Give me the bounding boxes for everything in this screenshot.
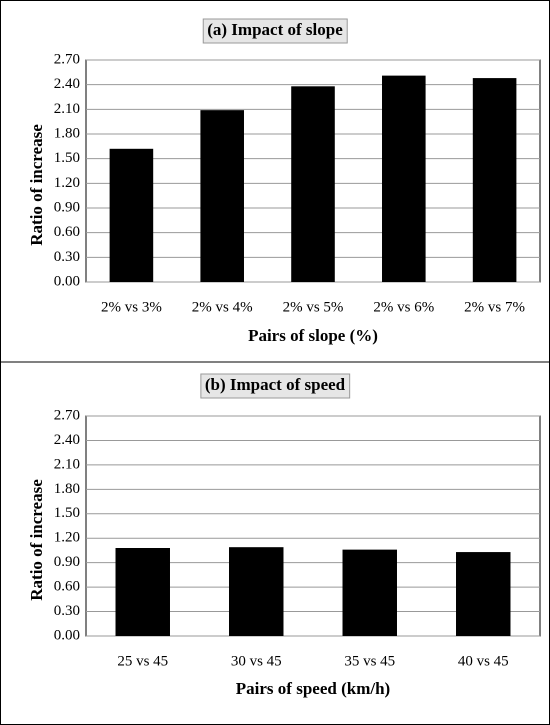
y-tick-label: 0.90 [54, 554, 80, 570]
bar [200, 110, 244, 283]
x-tick-label: 40 vs 45 [458, 653, 509, 669]
x-axis-title: Pairs of slope (%) [248, 326, 378, 345]
x-tick-label: 2% vs 3% [101, 299, 162, 315]
x-tick-label: 2% vs 7% [464, 299, 525, 315]
y-tick-label: 0.00 [54, 627, 80, 643]
x-tick-label: 2% vs 4% [192, 299, 253, 315]
y-tick-label: 1.20 [54, 530, 80, 546]
y-tick-label: 0.60 [54, 224, 80, 240]
x-tick-label: 2% vs 5% [283, 299, 344, 315]
bar [456, 552, 511, 636]
y-axis-title: Ratio of increase [27, 479, 46, 601]
x-tick-label: 30 vs 45 [231, 653, 282, 669]
bar [115, 548, 170, 636]
y-tick-label: 1.50 [54, 150, 80, 166]
bar [291, 86, 335, 282]
x-axis-title: Pairs of speed (km/h) [236, 679, 390, 698]
y-tick-label: 2.70 [54, 407, 80, 423]
x-tick-label: 2% vs 6% [373, 299, 434, 315]
y-tick-label: 0.90 [54, 199, 80, 215]
bar [382, 75, 426, 282]
y-axis-title: Ratio of increase [27, 124, 46, 246]
y-tick-label: 0.30 [54, 249, 80, 265]
y-tick-label: 0.00 [54, 273, 80, 289]
title-box [202, 18, 348, 44]
y-tick-label: 0.60 [54, 579, 80, 595]
bar [229, 547, 284, 636]
y-tick-label: 2.40 [54, 432, 80, 448]
x-tick-label: 25 vs 45 [117, 653, 168, 669]
bar [472, 78, 517, 282]
y-tick-label: 2.10 [54, 101, 80, 117]
y-tick-label: 2.40 [54, 76, 80, 92]
y-tick-label: 1.50 [54, 505, 80, 521]
y-tick-label: 2.70 [54, 51, 80, 67]
y-tick-label: 1.20 [54, 175, 80, 191]
y-tick-label: 1.80 [54, 481, 80, 497]
y-tick-label: 1.80 [54, 125, 80, 141]
title-box [200, 373, 351, 399]
x-tick-label: 35 vs 45 [344, 653, 395, 669]
y-tick-label: 0.30 [54, 603, 80, 619]
bar [342, 549, 397, 636]
y-tick-label: 2.10 [54, 456, 80, 472]
chart-title: (a) Impact of slope [207, 20, 343, 39]
chart-title: (b) Impact of speed [205, 375, 346, 394]
bar [109, 148, 154, 282]
